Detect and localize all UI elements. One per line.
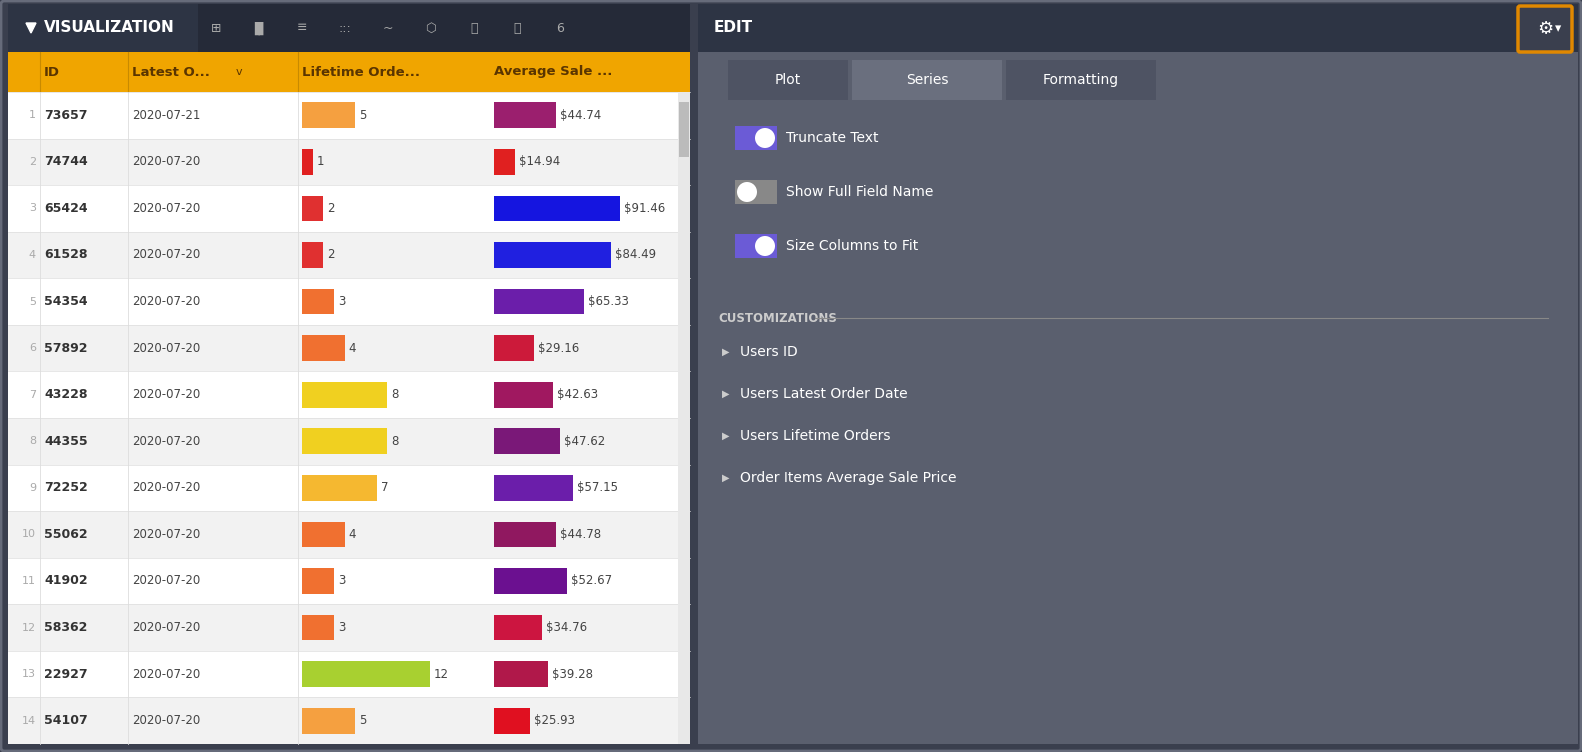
Text: Size Columns to Fit: Size Columns to Fit	[786, 239, 918, 253]
Text: 8: 8	[391, 388, 399, 402]
Text: 3: 3	[339, 575, 345, 587]
Text: 2020-07-20: 2020-07-20	[131, 435, 201, 447]
Text: Lifetime Orde...: Lifetime Orde...	[302, 65, 419, 78]
Text: ▾: ▾	[1555, 23, 1561, 35]
Text: 58362: 58362	[44, 621, 87, 634]
Text: 2: 2	[327, 248, 335, 262]
Text: 2020-07-20: 2020-07-20	[131, 388, 201, 402]
Text: 2020-07-20: 2020-07-20	[131, 341, 201, 355]
Text: Latest O...: Latest O...	[131, 65, 210, 78]
Bar	[8, 697, 690, 744]
Text: 9: 9	[28, 483, 36, 493]
Text: 7: 7	[28, 390, 36, 400]
Bar	[8, 138, 690, 185]
Bar	[853, 60, 1001, 100]
Text: ▶: ▶	[721, 473, 729, 483]
Text: 2: 2	[28, 157, 36, 167]
Text: Users Lifetime Orders: Users Lifetime Orders	[740, 429, 891, 443]
Text: 13: 13	[22, 669, 36, 679]
FancyBboxPatch shape	[736, 180, 777, 204]
Text: 2020-07-20: 2020-07-20	[131, 481, 201, 494]
Text: 55062: 55062	[44, 528, 87, 541]
Text: 72252: 72252	[44, 481, 87, 494]
Text: 2020-07-20: 2020-07-20	[131, 528, 201, 541]
Text: ▐▌: ▐▌	[250, 21, 269, 35]
Text: ⚙: ⚙	[1538, 20, 1554, 38]
FancyBboxPatch shape	[736, 234, 777, 258]
Bar	[494, 708, 530, 733]
Text: 14: 14	[22, 716, 36, 726]
Text: 57892: 57892	[44, 341, 87, 355]
Text: EDIT: EDIT	[713, 20, 753, 35]
Text: 6: 6	[28, 343, 36, 353]
Bar	[302, 429, 388, 454]
Text: 🌐: 🌐	[513, 22, 520, 35]
Text: 43228: 43228	[44, 388, 87, 402]
Bar	[494, 522, 555, 547]
Bar	[728, 60, 848, 100]
Bar	[8, 4, 690, 52]
Bar	[698, 4, 1577, 52]
Text: 2: 2	[327, 202, 335, 215]
Text: 1: 1	[316, 156, 324, 168]
Bar	[494, 429, 560, 454]
Text: 11: 11	[22, 576, 36, 586]
Bar	[302, 661, 430, 687]
Text: 4: 4	[348, 341, 356, 355]
Text: v: v	[236, 67, 242, 77]
Text: $57.15: $57.15	[577, 481, 619, 494]
Text: Order Items Average Sale Price: Order Items Average Sale Price	[740, 471, 957, 485]
Bar	[494, 289, 584, 314]
Bar	[302, 475, 377, 501]
Text: 2020-07-20: 2020-07-20	[131, 202, 201, 215]
Text: 1: 1	[28, 111, 36, 120]
Text: ≡: ≡	[297, 22, 307, 35]
Text: 4: 4	[348, 528, 356, 541]
Bar	[8, 52, 690, 744]
Text: 2020-07-20: 2020-07-20	[131, 295, 201, 308]
Bar	[302, 382, 388, 408]
Circle shape	[755, 128, 775, 148]
Text: ~: ~	[383, 22, 394, 35]
Text: 2020-07-20: 2020-07-20	[131, 621, 201, 634]
Bar	[494, 102, 555, 128]
Text: 73657: 73657	[44, 109, 87, 122]
Text: 2020-07-20: 2020-07-20	[131, 248, 201, 262]
Text: Users ID: Users ID	[740, 345, 797, 359]
Text: Series: Series	[906, 73, 948, 87]
Text: Show Full Field Name: Show Full Field Name	[786, 185, 933, 199]
Text: 3: 3	[339, 295, 345, 308]
Bar	[8, 185, 690, 232]
Text: 3: 3	[28, 204, 36, 214]
Text: $25.93: $25.93	[533, 714, 574, 727]
Bar	[698, 4, 1577, 744]
Text: 61528: 61528	[44, 248, 87, 262]
Text: 41902: 41902	[44, 575, 87, 587]
Text: $14.94: $14.94	[519, 156, 560, 168]
Bar	[8, 52, 690, 92]
Text: :::: :::	[339, 22, 351, 35]
Bar	[494, 242, 611, 268]
Text: ▶: ▶	[721, 431, 729, 441]
Bar	[494, 149, 514, 174]
Text: ⊞: ⊞	[210, 22, 221, 35]
Text: Users Latest Order Date: Users Latest Order Date	[740, 387, 908, 401]
Text: 2020-07-20: 2020-07-20	[131, 714, 201, 727]
Text: ▶: ▶	[721, 389, 729, 399]
Bar	[8, 278, 690, 325]
Bar	[494, 615, 543, 641]
Text: Average Sale ...: Average Sale ...	[494, 65, 612, 78]
Bar	[1006, 60, 1156, 100]
Text: ▶: ▶	[721, 347, 729, 357]
Bar	[198, 4, 690, 52]
Text: $39.28: $39.28	[552, 668, 593, 681]
Text: $44.74: $44.74	[560, 109, 601, 122]
Text: 7: 7	[381, 481, 388, 494]
Circle shape	[737, 182, 758, 202]
Text: 5: 5	[359, 714, 367, 727]
Text: VISUALIZATION: VISUALIZATION	[44, 20, 174, 35]
Text: 54107: 54107	[44, 714, 87, 727]
Text: $91.46: $91.46	[625, 202, 666, 215]
FancyBboxPatch shape	[1519, 6, 1573, 52]
